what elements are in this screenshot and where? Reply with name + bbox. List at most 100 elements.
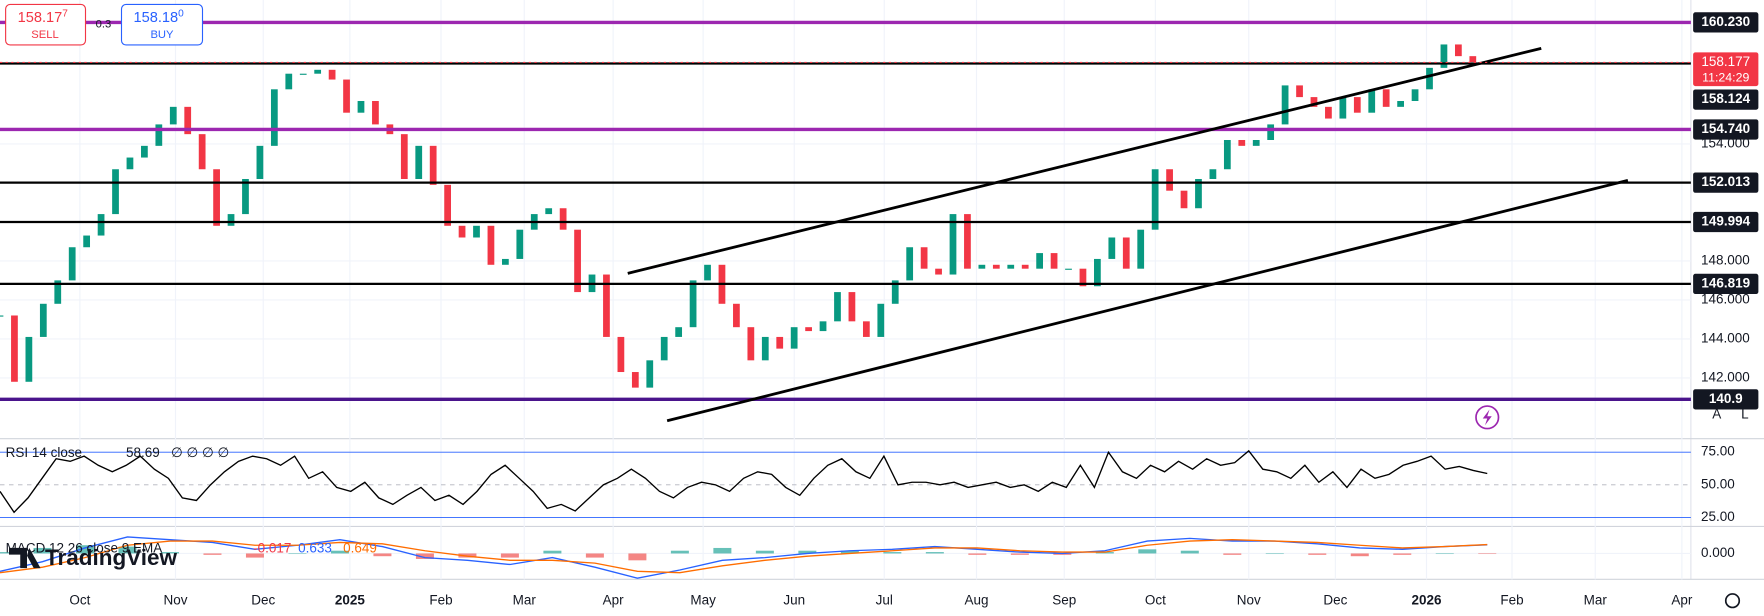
candle <box>400 134 408 179</box>
y-tick-label: 146.000 <box>1701 291 1750 306</box>
level-label: 160.230 <box>1701 14 1750 29</box>
histogram-bar <box>1435 553 1454 555</box>
indicator-value: 0.649 <box>343 541 377 556</box>
candle <box>184 106 192 135</box>
time-label: Mar <box>513 592 537 607</box>
log-scale-button[interactable]: L <box>1741 407 1749 422</box>
candle <box>920 247 928 269</box>
plots <box>0 20 1691 579</box>
histogram-bar <box>245 553 264 558</box>
candle <box>1411 89 1419 102</box>
level-label: 140.9 <box>1709 391 1743 406</box>
time-label: Sep <box>1052 592 1076 607</box>
last-price-label: 158.177 <box>1701 54 1750 69</box>
sell-pipette: 7 <box>62 8 68 19</box>
histogram-bar <box>1223 553 1242 555</box>
auto-scale-button[interactable]: A <box>1712 407 1721 422</box>
histogram-bar <box>203 553 222 555</box>
histogram-bar <box>968 553 987 555</box>
candle <box>473 225 480 238</box>
candle <box>1180 190 1188 209</box>
histogram-bar <box>713 547 732 554</box>
candle <box>1426 67 1433 90</box>
candle <box>169 106 177 125</box>
candle <box>1108 237 1116 259</box>
histogram-bar <box>670 550 689 554</box>
time-label: 2026 <box>1411 592 1441 607</box>
lightning <box>1482 409 1492 426</box>
candle <box>343 79 350 113</box>
candle <box>25 336 33 382</box>
candle <box>617 336 625 373</box>
candle <box>1094 258 1101 287</box>
time-label: Aug <box>964 592 988 607</box>
sell-button[interactable] <box>5 3 87 46</box>
candle <box>1353 97 1361 113</box>
level-label-box <box>1693 273 1759 295</box>
candle <box>502 258 509 265</box>
candle <box>631 372 639 388</box>
time-label: Dec <box>1323 592 1347 607</box>
candle <box>992 264 1000 269</box>
time-label: Nov <box>1237 592 1261 607</box>
indicator-value: 0.633 <box>298 541 332 556</box>
histogram-bar <box>33 547 52 554</box>
candle <box>1036 253 1044 269</box>
candle <box>906 247 914 281</box>
buy-pipette: 0 <box>178 8 184 19</box>
grid <box>0 0 1691 580</box>
y-tick-label: 0.000 <box>1701 545 1735 560</box>
candle <box>877 303 885 337</box>
histogram-bar <box>1010 553 1029 555</box>
histogram-bar <box>373 553 392 557</box>
sell-price-main: 158.17 <box>18 10 63 26</box>
candle <box>516 229 524 259</box>
buy-button[interactable] <box>120 3 204 46</box>
candle <box>198 134 206 170</box>
sell-price: 158.177 <box>18 8 69 26</box>
candle <box>68 247 76 281</box>
trendline <box>666 178 1629 423</box>
logo-mark <box>9 547 41 569</box>
candle <box>834 292 841 322</box>
histogram-bar <box>1393 553 1412 555</box>
candle <box>11 315 18 382</box>
candle <box>978 264 986 269</box>
candle <box>54 280 62 304</box>
level-label: 158.124 <box>1701 91 1750 106</box>
settings-icon[interactable] <box>1724 593 1741 609</box>
candle <box>227 214 235 226</box>
candle <box>487 225 495 265</box>
candle <box>1440 44 1448 68</box>
candle <box>213 169 220 226</box>
level-label-box <box>1693 389 1759 410</box>
macd-line <box>0 539 1488 574</box>
labels: Oct Nov Dec 2025 Feb Mar Apr May Jun Jul Aug Sep Oct… <box>6 12 1759 607</box>
level-label-box <box>1693 12 1759 33</box>
level-label: 152.013 <box>1701 174 1750 189</box>
indicator-value: -0.017 <box>253 541 291 556</box>
candle <box>545 208 553 215</box>
histogram-bar <box>1053 553 1072 555</box>
candle <box>1368 89 1376 113</box>
sell-label: SELL <box>31 29 58 41</box>
last-price-box <box>1693 52 1759 87</box>
spread: 0.3 <box>96 19 112 31</box>
candle <box>1209 169 1217 179</box>
histogram-bar <box>500 553 519 558</box>
time-label: Apr <box>1671 592 1692 607</box>
candle <box>1238 139 1246 146</box>
time-label: Feb <box>1500 592 1523 607</box>
histogram-bar <box>543 550 562 554</box>
buy-price: 158.180 <box>133 8 184 26</box>
candle <box>39 303 47 337</box>
time-label: Feb <box>429 592 452 607</box>
candle <box>790 327 798 349</box>
candle <box>1339 97 1347 119</box>
logo-text: TradingView <box>45 545 178 570</box>
candle <box>429 145 437 185</box>
candle <box>357 101 365 113</box>
level-label-box <box>1693 89 1759 110</box>
level-label-box <box>1693 119 1759 140</box>
time-label: Oct <box>1145 592 1166 607</box>
